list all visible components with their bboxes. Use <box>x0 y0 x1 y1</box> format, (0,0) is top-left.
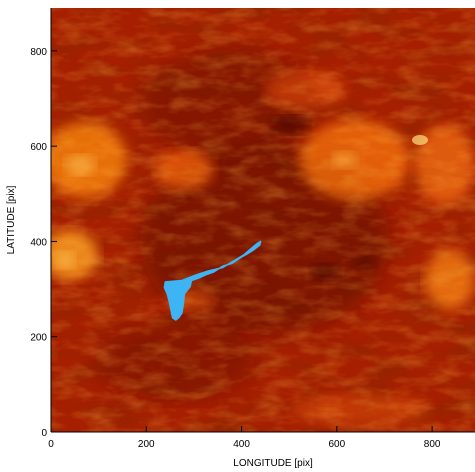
y-tick-label: 600 <box>30 142 47 153</box>
x-tick-label: 200 <box>138 439 155 450</box>
highlighted-region <box>163 240 262 321</box>
y-tick-label: 200 <box>30 333 47 344</box>
x-tick-label: 400 <box>233 439 250 450</box>
y-tick-label: 400 <box>30 237 47 248</box>
x-tick-label: 0 <box>48 439 54 450</box>
x-tick-label: 800 <box>424 439 441 450</box>
y-tick-label: 800 <box>30 47 47 58</box>
y-tick-label: 0 <box>41 428 47 439</box>
heatmap-image <box>51 8 475 432</box>
y-axis-title: LATITUDE [pix] <box>6 185 17 254</box>
x-tick-label: 600 <box>328 439 345 450</box>
x-axis-title: LONGITUDE [pix] <box>233 458 313 469</box>
